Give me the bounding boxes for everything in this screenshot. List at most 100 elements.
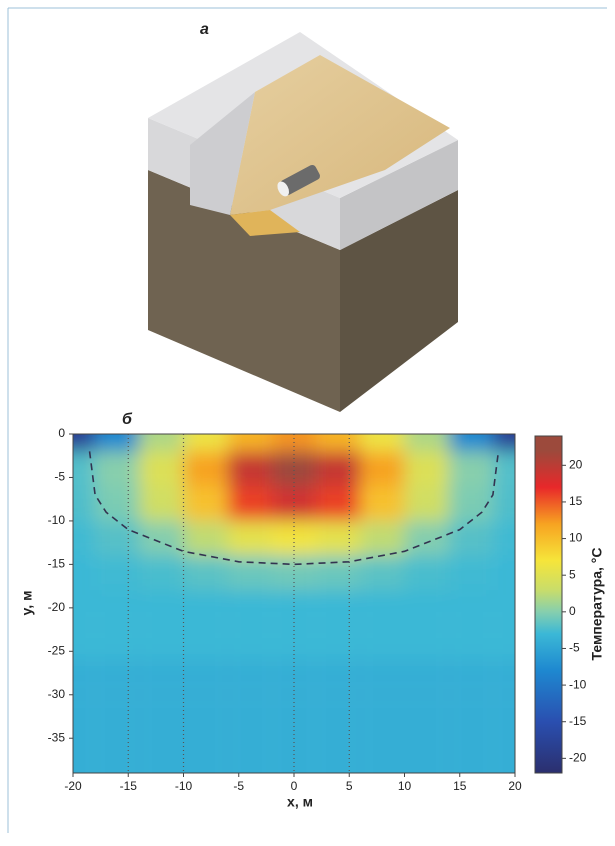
heat-cell [316, 625, 360, 660]
colorbar-tick-label: 15 [569, 494, 583, 508]
colorbar-label: Температура, °C [589, 547, 605, 660]
x-tick-label: -15 [120, 779, 138, 793]
heat-cell [449, 394, 493, 451]
heat-cell [449, 590, 493, 625]
heat-cell [184, 625, 228, 660]
heat-cell [228, 590, 272, 625]
heat-cell [139, 695, 183, 730]
heat-cell [316, 486, 360, 521]
x-tick-label: 10 [398, 779, 412, 793]
x-axis-label: x, м [287, 794, 313, 810]
colorbar-tick-label: -10 [569, 677, 587, 691]
heat-cell [405, 590, 449, 625]
colorbar-tick-label: 0 [569, 604, 576, 618]
heat-cell [272, 486, 316, 521]
heat-cell [228, 695, 272, 730]
colorbar-tick-label: 5 [569, 567, 576, 581]
y-tick-label: -10 [48, 513, 66, 527]
heat-cell [360, 590, 404, 625]
x-tick-label: -5 [233, 779, 244, 793]
heat-cell [95, 394, 139, 451]
y-tick-label: -30 [48, 687, 66, 701]
y-tick-label: -20 [48, 600, 66, 614]
heat-cell [405, 486, 449, 521]
heat-cell [360, 394, 404, 451]
heat-cell [449, 730, 493, 813]
panel-label: а [200, 21, 209, 38]
heat-cell [184, 451, 228, 486]
heat-cell [449, 521, 493, 556]
heat-cell [228, 625, 272, 660]
heat-cell [272, 451, 316, 486]
heat-cell [139, 556, 183, 591]
heat-cell [228, 521, 272, 556]
x-tick-label: 0 [291, 779, 298, 793]
heat-cell [316, 590, 360, 625]
colorbar-tick-label: 10 [569, 531, 583, 545]
y-tick-label: -25 [48, 643, 66, 657]
colorbar-tick-label: -5 [569, 641, 580, 655]
heatmap [33, 394, 555, 813]
heat-cell [33, 394, 95, 451]
heat-cell [316, 556, 360, 591]
heat-cell [184, 590, 228, 625]
heat-cell [316, 660, 360, 695]
heat-cell [95, 730, 139, 813]
x-tick-label: 15 [453, 779, 467, 793]
x-tick-label: -10 [175, 779, 193, 793]
figure: а б x, м y, м Температура, °C -20 -15 -10 -… [0, 0, 615, 841]
heat-cell [228, 394, 272, 451]
heat-cell [360, 521, 404, 556]
heat-cell [95, 556, 139, 591]
heat-cell [360, 695, 404, 730]
heat-cell [316, 521, 360, 556]
illustration [148, 32, 458, 412]
heat-cell [184, 486, 228, 521]
heat-cell [272, 590, 316, 625]
heat-cell [316, 451, 360, 486]
y-tick-label: 0 [58, 426, 65, 440]
y-axis-label: y, м [19, 591, 35, 616]
heat-cell [95, 521, 139, 556]
colorbar-tick-label: 20 [569, 457, 583, 471]
panel-label: б [122, 411, 133, 428]
heat-cell [405, 521, 449, 556]
heat-cell [184, 394, 228, 451]
heat-cell [360, 660, 404, 695]
heat-cell [184, 695, 228, 730]
heat-cell [228, 486, 272, 521]
colorbar-tick-label: -15 [569, 714, 587, 728]
heat-cell [228, 556, 272, 591]
heat-cell [360, 625, 404, 660]
heat-cell [139, 394, 183, 451]
heat-cell [95, 451, 139, 486]
heat-cell [139, 625, 183, 660]
heat-cell [405, 660, 449, 695]
y-tick-label: -35 [48, 730, 66, 744]
heat-cell [272, 695, 316, 730]
heat-cell [139, 660, 183, 695]
heat-cell [184, 556, 228, 591]
heat-cell [449, 486, 493, 521]
heat-cell [95, 486, 139, 521]
heat-cell [139, 451, 183, 486]
heat-cell [95, 625, 139, 660]
heat-cell [184, 660, 228, 695]
heat-cell [449, 451, 493, 486]
heat-cell [360, 556, 404, 591]
heat-cell [95, 660, 139, 695]
heat-cell [272, 660, 316, 695]
y-tick-label: -5 [54, 470, 65, 484]
heat-cell [316, 695, 360, 730]
heat-cell [139, 730, 183, 813]
heat-cell [405, 730, 449, 813]
heat-cell [316, 730, 360, 813]
heat-cell [405, 625, 449, 660]
y-tick-label: -15 [48, 557, 66, 571]
heat-cell [139, 521, 183, 556]
heat-cell [449, 556, 493, 591]
heat-cell [405, 394, 449, 451]
heat-cell [139, 486, 183, 521]
x-tick-label: -20 [64, 779, 82, 793]
heat-cell [360, 730, 404, 813]
